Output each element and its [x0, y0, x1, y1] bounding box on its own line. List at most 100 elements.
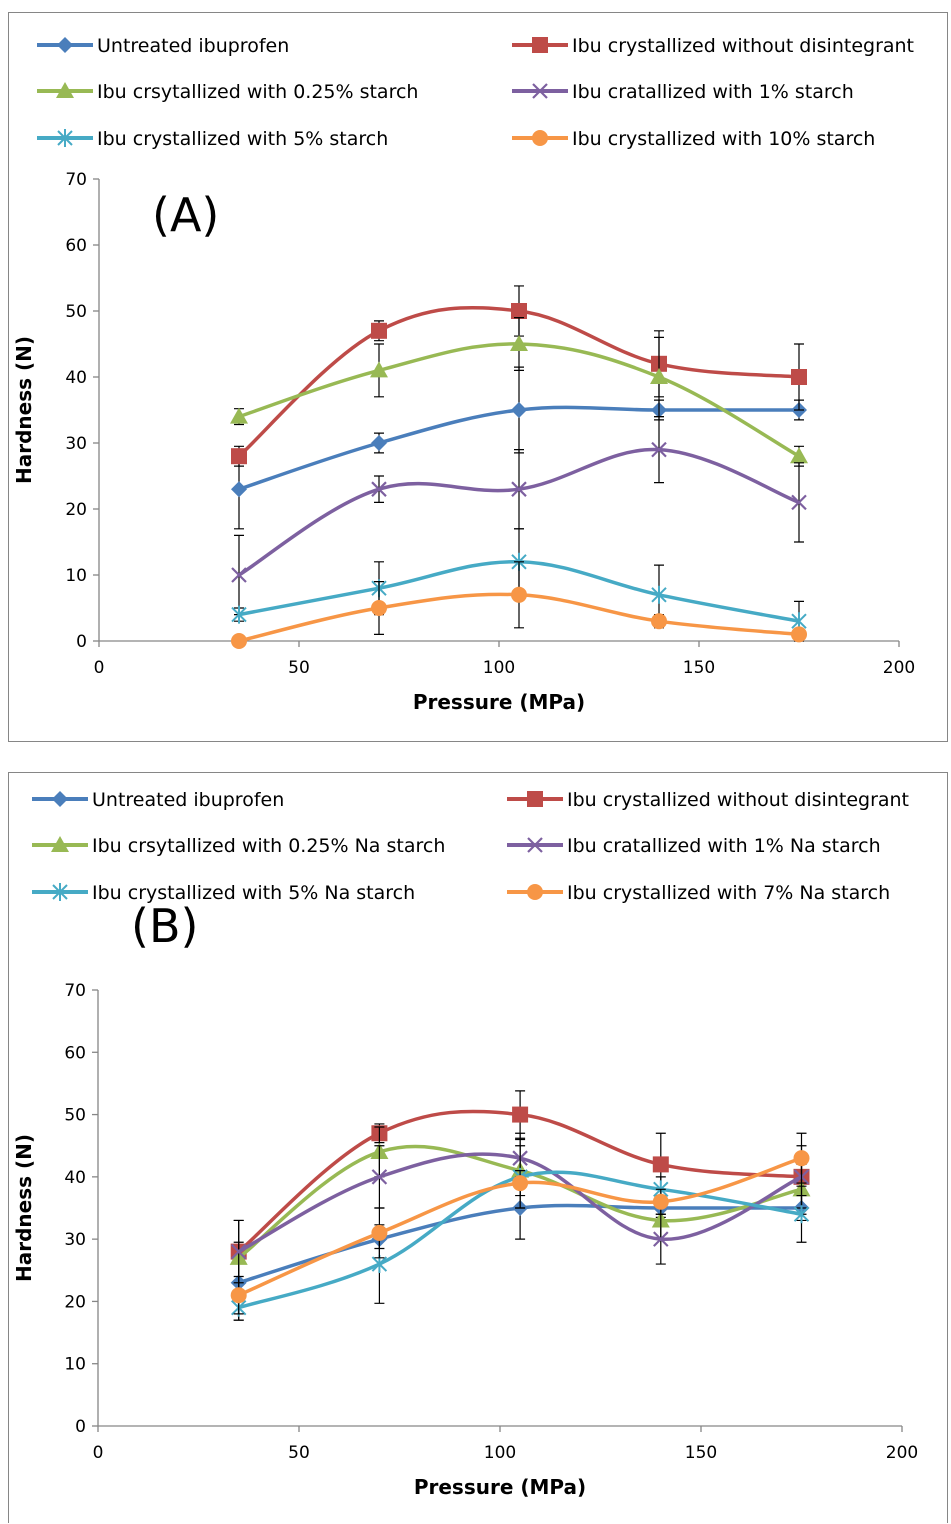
axes: 0 10 20 30 40 50 60 70 0 50 100 150 200: [65, 170, 915, 678]
data-point: [791, 626, 807, 643]
data-point: [791, 494, 807, 511]
y-tick-label: 0: [76, 632, 87, 652]
data-point: [230, 1287, 247, 1304]
y-tick-label: 30: [64, 1230, 86, 1250]
y-tick-label: 70: [65, 170, 87, 190]
y-tick-label: 10: [64, 1355, 86, 1375]
legend-marker: [532, 37, 548, 53]
data-point: [371, 481, 387, 497]
legend-label: Ibu crystallized with 5% Na starch: [92, 882, 415, 904]
legend-item: Ibu cratallized with 1% Na starch: [507, 835, 881, 857]
data-point: [653, 1231, 669, 1247]
x-tick-label: 0: [94, 658, 105, 678]
legend-label: Ibu crsytallized with 0.25% starch: [97, 81, 418, 103]
legend-item: Untreated ibuprofen: [37, 35, 289, 57]
series: [230, 1132, 810, 1315]
x-tick-label: 50: [288, 658, 310, 678]
data-point: [230, 1243, 247, 1260]
y-axis-title: Hardness (N): [12, 1134, 36, 1282]
panel-label: (B): [131, 899, 198, 953]
y-tick-label: 40: [64, 1168, 86, 1188]
y-tick-label: 30: [65, 434, 87, 454]
legend-marker: [57, 129, 73, 147]
legend-marker: [52, 883, 68, 901]
data-point: [652, 1156, 669, 1173]
legend-label: Ibu crystallized without disintegrant: [567, 789, 909, 811]
data-point: [511, 481, 527, 497]
legend-label: Ibu crsytallized with 0.25% Na starch: [92, 835, 445, 857]
legend-marker: [527, 884, 543, 900]
series: [231, 416, 807, 616]
x-tick-label: 200: [886, 1443, 918, 1463]
legend-item: Ibu crystallized without disintegrant: [507, 789, 909, 811]
data-point: [512, 1175, 529, 1192]
legend-marker: [51, 836, 69, 852]
y-tick-label: 40: [65, 368, 87, 388]
data-point: [511, 402, 527, 418]
data-point: [370, 361, 388, 378]
y-tick-label: 20: [64, 1292, 86, 1312]
data-point: [231, 448, 247, 465]
y-tick-label: 60: [65, 236, 87, 256]
legend-label: Ibu crystallized with 10% starch: [572, 128, 875, 150]
data-point: [651, 585, 667, 604]
x-tick-label: 100: [484, 1443, 516, 1463]
legend-label: Untreated ibuprofen: [92, 789, 284, 811]
legend: Untreated ibuprofen Ibu crystallized with…: [37, 35, 914, 150]
legend-marker: [57, 37, 73, 53]
legend-item: Ibu crystallized with 7% Na starch: [507, 882, 890, 904]
legend-label: Ibu crystallized with 7% Na starch: [567, 882, 890, 904]
legend-item: Ibu crsytallized with 0.25% Na starch: [32, 835, 445, 857]
legend-label: Untreated ibuprofen: [97, 35, 289, 57]
y-tick-label: 10: [65, 566, 87, 586]
legend-item: Ibu cratallized with 1% starch: [512, 81, 854, 103]
chart-b-svg: Untreated ibuprofen Ibu crystallized with…: [12, 789, 918, 1499]
series: [230, 317, 808, 467]
x-tick-label: 0: [93, 1443, 104, 1463]
data-point: [793, 1205, 810, 1224]
chart-a-svg: Untreated ibuprofen Ibu crystallized with…: [12, 35, 915, 714]
legend-item: Untreated ibuprofen: [32, 789, 284, 811]
x-tick-label: 100: [483, 658, 515, 678]
legend-marker: [527, 791, 543, 807]
y-tick-label: 60: [64, 1043, 86, 1063]
x-tick-label: 150: [685, 1443, 717, 1463]
data-point: [371, 322, 387, 339]
data-point: [371, 1169, 388, 1185]
data-point: [511, 303, 527, 319]
data-point: [790, 447, 808, 464]
legend-label: Ibu cratallized with 1% Na starch: [567, 835, 881, 857]
series: [231, 366, 807, 530]
y-tick-label: 0: [75, 1417, 86, 1437]
legend-marker: [532, 83, 548, 99]
y-axis-title: Hardness (N): [12, 336, 36, 484]
legend-marker: [52, 791, 68, 807]
data-point: [371, 600, 387, 616]
data-point: [651, 441, 667, 458]
data-point: [231, 605, 247, 624]
y-tick-label: 70: [64, 981, 86, 1001]
data-point: [231, 567, 247, 583]
data-point: [510, 335, 528, 351]
legend-item: Ibu crystallized with 5% starch: [37, 128, 388, 150]
chart-panel-a: Untreated ibuprofen Ibu crystallized with…: [8, 12, 948, 742]
legend-marker: [532, 130, 548, 146]
legend-label: Ibu crystallized without disintegrant: [572, 35, 914, 57]
legend-label: Ibu cratallized with 1% starch: [572, 81, 854, 103]
x-axis-title: Pressure (MPa): [414, 1475, 586, 1499]
data-point: [652, 1193, 669, 1210]
data-point: [371, 435, 387, 451]
data-point: [371, 1224, 388, 1241]
data-point: [231, 633, 247, 649]
legend-item: Ibu crystallized without disintegrant: [512, 35, 914, 57]
panel-label: (A): [152, 188, 219, 242]
chart-panel-b: Untreated ibuprofen Ibu crystallized with…: [8, 772, 948, 1523]
y-tick-label: 50: [64, 1106, 86, 1126]
y-tick-label: 50: [65, 302, 87, 322]
data-point: [793, 1150, 810, 1167]
legend-item: Ibu crystallized with 10% starch: [512, 128, 875, 150]
y-tick-label: 20: [65, 500, 87, 520]
legend-marker: [527, 837, 543, 853]
data-point: [791, 369, 807, 385]
data-point: [512, 1106, 529, 1123]
